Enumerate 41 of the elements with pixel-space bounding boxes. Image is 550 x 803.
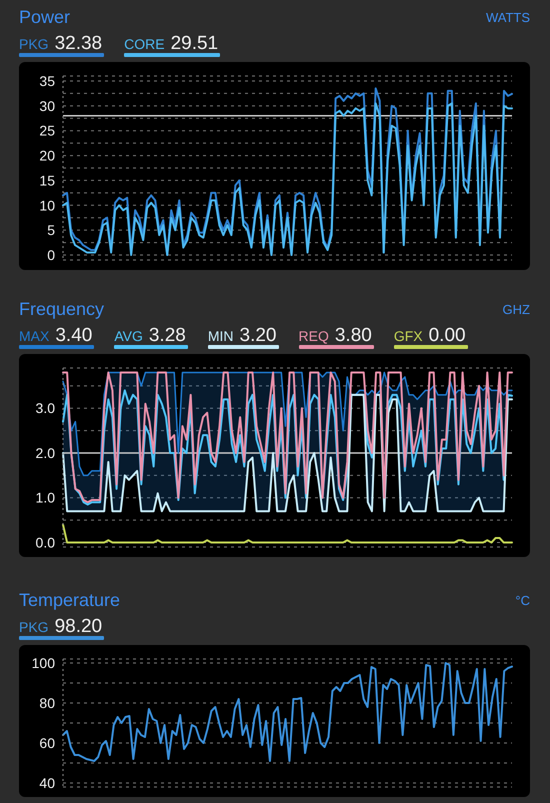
y-tick-label: 1.0	[36, 490, 56, 506]
text: PKG	[19, 619, 49, 635]
text: 3.28	[148, 325, 186, 346]
text: 3.40	[55, 325, 92, 346]
y-tick-label: 60	[39, 734, 56, 751]
y-tick-label: 0	[47, 246, 56, 263]
y-tick-label: 10	[39, 197, 56, 214]
y-tick-label: 20	[39, 148, 56, 164]
y-axis-title: °C	[515, 593, 530, 610]
text: REQ	[298, 328, 329, 344]
y-tick-label: 3.0	[36, 400, 56, 416]
text: 98.20	[54, 616, 102, 637]
y-tick-label: 15	[39, 172, 56, 188]
text: 29.51	[170, 33, 218, 54]
text: CORE	[124, 36, 165, 52]
chart-title: Frequency	[19, 299, 104, 320]
y-tick-label: 35	[39, 72, 56, 89]
text: AVG	[114, 328, 143, 344]
line-series	[62, 662, 513, 762]
text: MIN	[208, 328, 234, 344]
text: 3.20	[240, 325, 276, 346]
text: 32.38	[54, 33, 102, 54]
chart-title: Power	[19, 7, 70, 28]
y-tick-label: 80	[39, 694, 56, 711]
y-tick-label: 30	[39, 98, 56, 114]
y-axis-title: WATTS	[486, 10, 530, 27]
y-axis-title: GHZ	[502, 302, 530, 319]
text: PKG	[19, 36, 49, 52]
chart-title: Temperature	[19, 590, 120, 611]
text: 0.00	[428, 325, 466, 346]
text: GFX	[394, 328, 423, 344]
y-tick-label: 40	[39, 774, 56, 791]
line-series	[62, 524, 513, 544]
text: 3.80	[334, 325, 372, 346]
line-series	[62, 372, 513, 476]
y-tick-label: 25	[39, 122, 56, 139]
y-tick-label: 2.0	[36, 444, 56, 461]
text: MAX	[19, 328, 50, 344]
y-tick-label: 100	[32, 654, 56, 671]
y-tick-label: 5	[47, 222, 56, 238]
y-tick-label: 0.0	[36, 534, 56, 550]
